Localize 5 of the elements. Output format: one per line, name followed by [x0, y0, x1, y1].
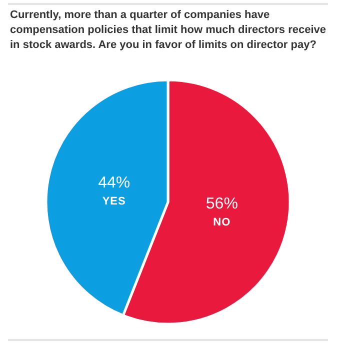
chart-title: Currently, more than a quarter of companies have compensation policies that limit how much directors receive in stock awards. Are you in favor of limits on director pay? [10, 9, 326, 51]
slice-label: YES [102, 196, 126, 208]
slice-label: NO [213, 216, 231, 228]
data-label: 56% [206, 195, 238, 212]
data-label: 44% [98, 174, 130, 192]
